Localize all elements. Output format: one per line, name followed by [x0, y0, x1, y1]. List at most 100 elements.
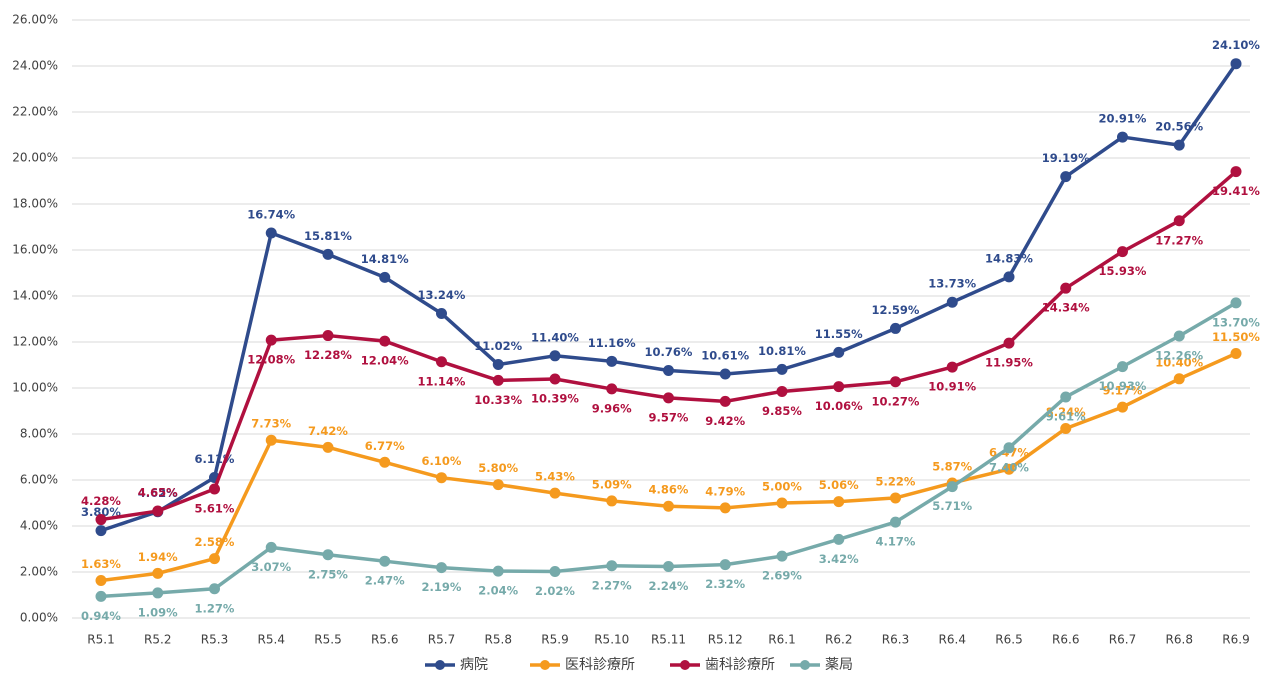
data-label: 4.79%: [705, 484, 745, 498]
data-point: [322, 441, 334, 453]
legend-label: 病院: [460, 657, 488, 673]
x-tick-label: R5.9: [541, 633, 568, 647]
data-point: [265, 227, 277, 239]
data-point: [152, 567, 164, 579]
data-label: 9.61%: [1046, 409, 1086, 423]
data-point: [719, 368, 731, 380]
x-tick-label: R6.2: [825, 633, 852, 647]
data-label: 3.42%: [819, 552, 859, 566]
data-point: [549, 487, 561, 499]
data-label: 10.40%: [1155, 355, 1203, 369]
data-label: 6.10%: [422, 454, 462, 468]
data-point: [95, 525, 107, 537]
x-tick-label: R6.4: [939, 633, 966, 647]
y-tick-label: 24.00%: [12, 59, 58, 73]
x-tick-label: R5.6: [371, 633, 398, 647]
x-tick-label: R5.8: [485, 633, 512, 647]
data-label: 13.70%: [1212, 315, 1260, 329]
data-label: 13.73%: [928, 277, 976, 291]
data-label: 2.19%: [422, 580, 462, 594]
data-label: 9.57%: [649, 410, 689, 424]
y-tick-label: 26.00%: [12, 13, 58, 27]
data-label: 12.59%: [872, 303, 920, 317]
data-point: [152, 587, 164, 599]
data-point: [436, 472, 447, 484]
x-tick-label: R5.10: [594, 633, 629, 647]
data-label: 5.00%: [762, 480, 802, 494]
data-point: [1117, 401, 1128, 413]
data-label: 5.22%: [876, 474, 916, 488]
data-label: 11.50%: [1212, 330, 1260, 344]
data-point: [890, 376, 901, 388]
y-tick-label: 22.00%: [12, 105, 58, 119]
data-label: 24.10%: [1212, 38, 1260, 52]
data-point: [1060, 422, 1072, 434]
data-label: 7.40%: [989, 460, 1029, 474]
data-label: 10.81%: [758, 344, 806, 358]
data-label: 15.81%: [304, 229, 352, 243]
data-point: [265, 541, 277, 553]
data-label: 11.95%: [985, 356, 1033, 370]
x-tick-label: R5.7: [428, 633, 455, 647]
data-point: [1230, 58, 1242, 70]
data-point: [95, 575, 107, 587]
data-label: 5.09%: [592, 477, 632, 491]
data-label: 4.17%: [876, 535, 916, 549]
data-label: 11.16%: [588, 336, 636, 350]
data-point: [152, 505, 164, 517]
data-label: 5.61%: [195, 501, 235, 515]
data-label: 5.43%: [535, 470, 575, 484]
data-label: 2.24%: [649, 579, 689, 593]
y-tick-label: 4.00%: [20, 519, 58, 533]
data-label: 4.28%: [81, 494, 121, 508]
data-label: 2.47%: [365, 574, 405, 588]
data-label: 10.91%: [928, 380, 976, 394]
x-tick-label: R5.12: [708, 633, 743, 647]
data-label: 11.02%: [474, 339, 522, 353]
data-label: 9.17%: [1103, 384, 1143, 398]
data-point: [379, 456, 391, 468]
legend-marker: [540, 660, 550, 670]
data-label: 1.09%: [138, 605, 178, 619]
y-tick-label: 12.00%: [12, 335, 58, 349]
data-label: 5.87%: [932, 459, 972, 473]
data-point: [890, 516, 901, 528]
data-label: 1.94%: [138, 550, 178, 564]
data-point: [890, 322, 901, 334]
data-label: 17.27%: [1155, 233, 1203, 247]
data-point: [1117, 361, 1128, 373]
data-point: [1060, 282, 1072, 294]
data-point: [606, 560, 618, 572]
data-label: 10.39%: [531, 392, 579, 406]
legend-item: 病院: [425, 657, 488, 673]
x-tick-label: R5.3: [201, 633, 228, 647]
data-point: [890, 492, 901, 504]
data-label: 11.55%: [815, 327, 863, 341]
data-point: [492, 374, 504, 386]
data-point: [1060, 171, 1072, 183]
series-line: [100, 62, 1238, 533]
data-point: [833, 381, 845, 393]
data-point: [379, 555, 391, 567]
x-tick-label: R6.6: [1052, 633, 1079, 647]
data-label: 15.93%: [1099, 264, 1147, 278]
data-point: [1230, 348, 1242, 359]
data-label: 2.02%: [535, 584, 575, 598]
data-point: [1003, 442, 1015, 454]
data-label: 4.86%: [649, 483, 689, 497]
legend-label: 医科診療所: [565, 656, 635, 673]
data-point: [1060, 391, 1072, 403]
x-tick-label: R5.5: [314, 633, 341, 647]
data-label: 14.81%: [361, 252, 409, 266]
data-label: 1.63%: [81, 557, 121, 571]
data-point: [776, 363, 788, 375]
data-point: [1003, 463, 1015, 475]
data-point: [1173, 330, 1185, 342]
data-point: [1117, 131, 1128, 143]
data-point: [1173, 215, 1185, 227]
data-point: [209, 483, 220, 495]
data-label: 10.33%: [474, 393, 522, 407]
data-label: 7.42%: [308, 424, 348, 438]
x-tick-label: R5.1: [87, 633, 114, 647]
